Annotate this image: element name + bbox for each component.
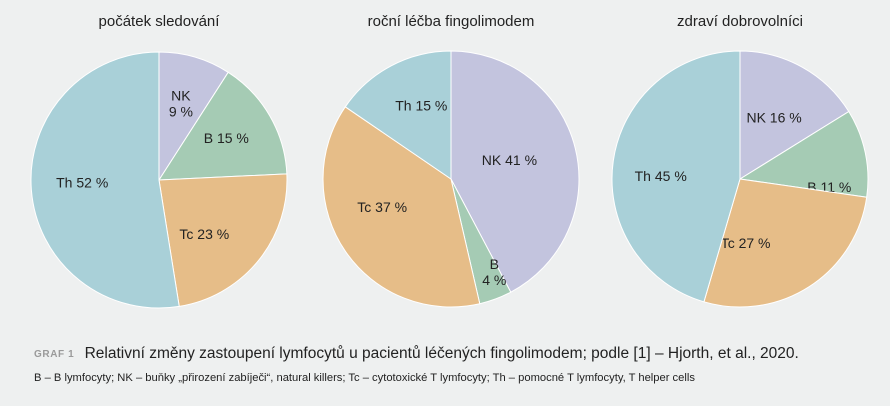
- pie-chart-2: roční léčba fingolimodem NK 41 % B 4 % Tc 37…: [322, 13, 580, 308]
- pie-slice-tc: [322, 106, 481, 308]
- pie-slice-nk: [739, 50, 850, 180]
- pie-slice-label: NK 16 %: [746, 109, 801, 125]
- pie-slice-tc: [158, 173, 288, 307]
- pie-chart-title: zdraví dobrovolníci: [677, 13, 803, 30]
- pie-slice-label: Tc 27 %: [721, 235, 771, 251]
- pie-slice-label: Tc 23 %: [179, 226, 229, 242]
- pie-chart-1: počátek sledování NK 9 % B 15 % Tc 23 % Th 52…: [30, 13, 288, 309]
- pie-slice-th: [611, 50, 741, 303]
- pie-slice-label: Th 45 %: [635, 168, 687, 184]
- pie-slice-nk: [450, 50, 580, 293]
- pie-slice-b: [738, 110, 869, 198]
- pie-charts-area: počátek sledování NK 9 % B 15 % Tc 23 % Th 52…: [30, 13, 869, 309]
- pie-slice-b: [158, 71, 288, 181]
- pie-slice-label: Th 15 %: [395, 97, 447, 113]
- pie-slice-th: [344, 50, 452, 180]
- pie-slice-label: Th 52 %: [56, 175, 108, 191]
- pie-slice-th: [30, 51, 180, 309]
- pie-chart-title: počátek sledování: [99, 13, 221, 30]
- caption-tag: GRAF 1: [34, 349, 75, 360]
- figure-caption: GRAF 1 Relativní změny zastoupení lymfoc…: [34, 345, 874, 363]
- pie-slice-label: NK 41 %: [482, 152, 537, 168]
- pie-slice-label: B 15 %: [204, 130, 249, 146]
- pie-chart-title: roční léčba fingolimodem: [368, 13, 535, 30]
- abbreviation-legend: B – B lymfocyty; NK – buňky „přirození z…: [34, 372, 695, 384]
- pie-slice-label: NK 9 %: [169, 88, 193, 120]
- caption-text: Relativní změny zastoupení lymfocytů u p…: [84, 345, 799, 362]
- pie-slice-tc: [703, 178, 868, 308]
- pie-slice-label: Tc 37 %: [357, 199, 407, 215]
